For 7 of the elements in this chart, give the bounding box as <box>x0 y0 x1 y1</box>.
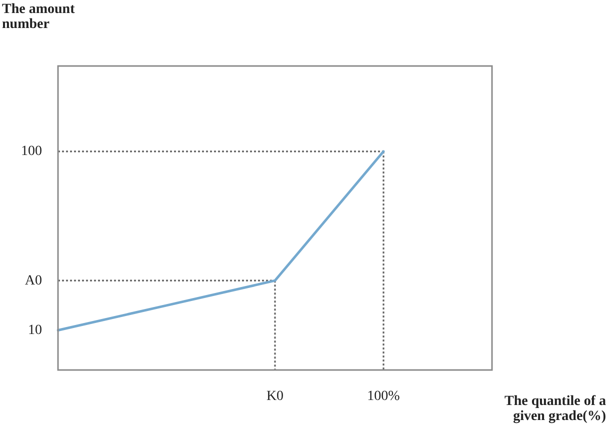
y-axis-title: The amount number <box>2 2 76 32</box>
x-tick-label: K0 <box>266 389 284 404</box>
y-tick-label: A0 <box>24 273 42 288</box>
y-tick-label: 100 <box>21 144 42 160</box>
y-tick-label: 10 <box>28 322 42 338</box>
x-axis-title: The quantile of a given grade(%) <box>503 394 606 424</box>
x-tick-label: 100% <box>367 389 400 404</box>
